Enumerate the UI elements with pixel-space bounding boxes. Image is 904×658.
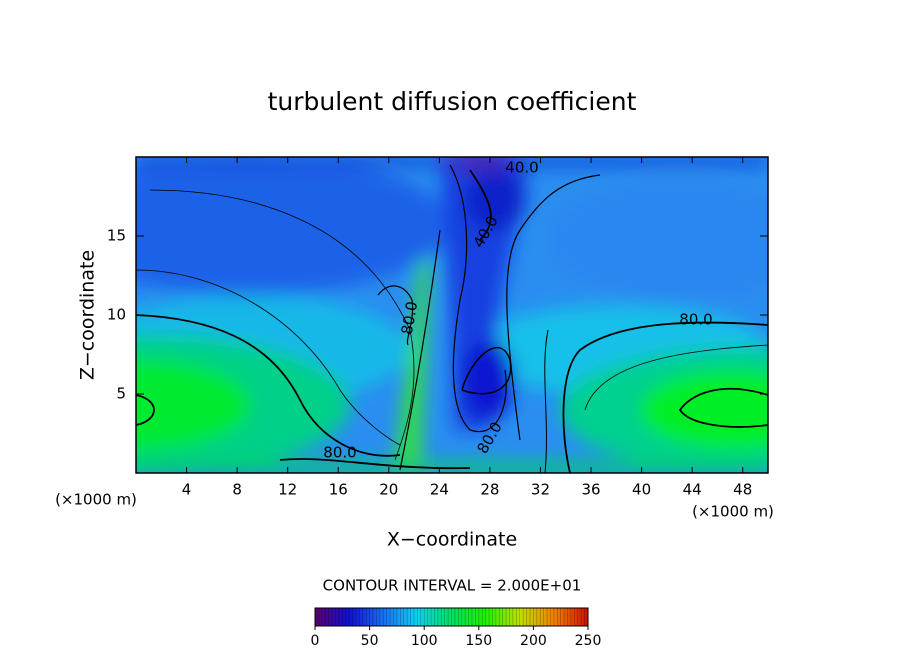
contour-field — [136, 157, 768, 473]
field-shading — [136, 157, 768, 473]
chart-title: turbulent diffusion coefficient — [268, 87, 637, 116]
x-unit-label: (×1000 m) — [55, 491, 137, 509]
contour-interval: CONTOUR INTERVAL = 2.000E+01 — [323, 577, 582, 595]
y-tick-label: 5 — [116, 385, 126, 403]
contour-label: 40.0 — [505, 159, 538, 177]
x-tick-label: 12 — [278, 481, 297, 499]
x-tick-label: 32 — [531, 481, 550, 499]
contour-label: 80.0 — [398, 300, 422, 336]
colorbar-tick-label: 150 — [465, 633, 492, 649]
x-tick-label: 16 — [329, 481, 348, 499]
x-unit-label: (×1000 m) — [692, 503, 774, 521]
colorbar-tick-label: 200 — [520, 633, 547, 649]
x-tick-label: 48 — [733, 481, 752, 499]
contour-label: 80.0 — [679, 311, 712, 329]
colorbar-tick-label: 250 — [575, 633, 602, 649]
contour-label: 80.0 — [323, 444, 356, 462]
contour-label-group: 80.0 — [679, 311, 712, 329]
colorbar-tick-label: 50 — [361, 633, 379, 649]
contour-lines — [136, 164, 768, 473]
colorbar-tick-label: 0 — [311, 633, 320, 649]
y-tick-label: 15 — [107, 227, 126, 245]
x-tick-label: 40 — [632, 481, 651, 499]
contour-label-group: 80.0 — [323, 444, 356, 462]
colorbar — [314, 607, 589, 627]
x-tick-label: 28 — [480, 481, 499, 499]
x-tick-label: 4 — [182, 481, 192, 499]
x-tick-label: 44 — [683, 481, 702, 499]
contour-label-group: 80.0 — [398, 300, 422, 336]
y-axis-label: Z−coordinate — [77, 250, 99, 380]
x-tick-label: 8 — [232, 481, 242, 499]
x-axis-label: X−coordinate — [387, 529, 517, 551]
x-tick-label: 36 — [581, 481, 600, 499]
x-tick-label: 24 — [430, 481, 449, 499]
colorbar-tick-label: 100 — [411, 633, 438, 649]
x-tick-label: 20 — [379, 481, 398, 499]
y-tick-label: 10 — [107, 306, 126, 324]
contour-label-group: 40.0 — [505, 159, 538, 177]
